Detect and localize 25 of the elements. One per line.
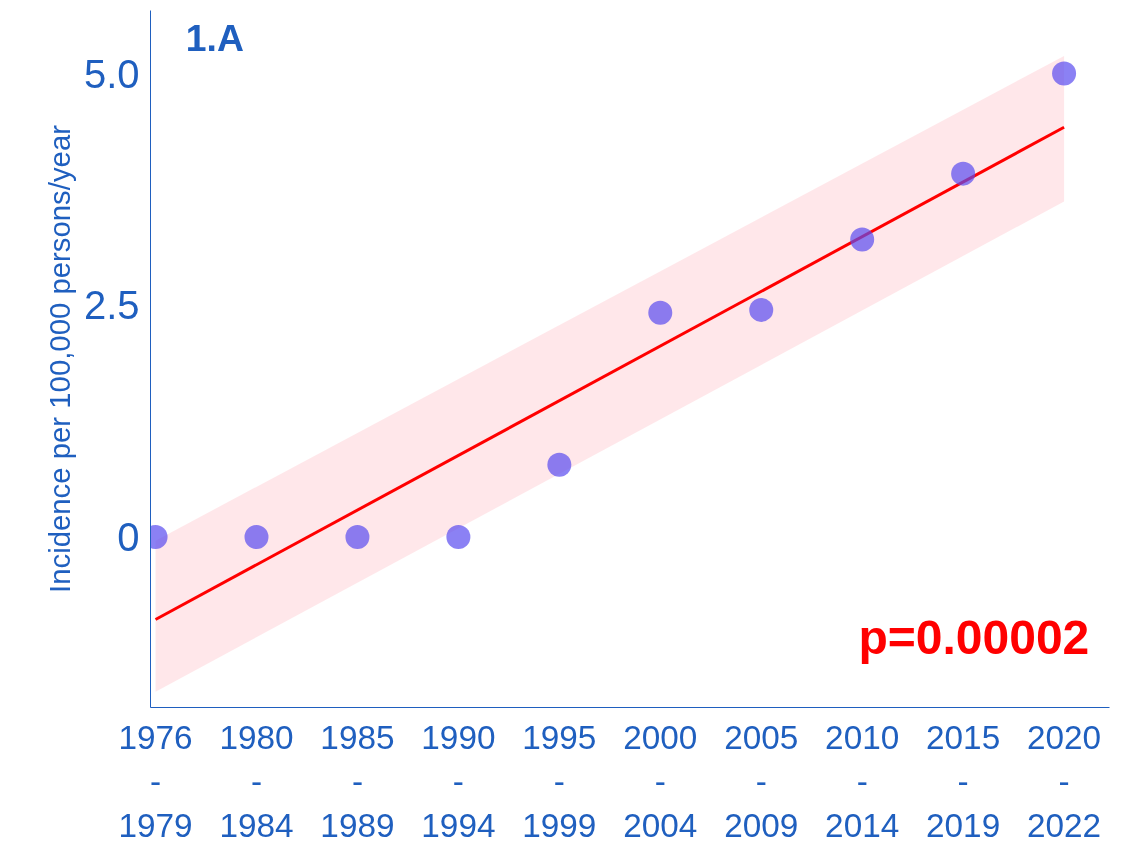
x-tick-label: 1976 - 1979 xyxy=(118,718,193,845)
point xyxy=(547,452,572,477)
x-tick-label: 1995 - 1999 xyxy=(522,718,597,845)
x-tick-label: 2005 - 2009 xyxy=(724,718,799,845)
annotation: 1.A xyxy=(185,17,244,60)
x-tick-label: 1985 - 1989 xyxy=(320,718,395,845)
x-tick-label: 2010 - 2014 xyxy=(825,718,900,845)
point xyxy=(1052,61,1077,86)
x-tick-label: 1980 - 1984 xyxy=(219,718,294,845)
y-tick-label: 0 xyxy=(117,514,140,559)
point xyxy=(345,524,370,549)
x-tick-label: 2000 - 2004 xyxy=(623,718,698,845)
point xyxy=(951,161,976,186)
y-tick-label: 2.5 xyxy=(83,283,140,328)
point xyxy=(648,300,673,325)
x-tick-label: 1990 - 1994 xyxy=(421,718,496,845)
point xyxy=(446,524,471,549)
annotation: p=0.00002 xyxy=(858,611,1090,665)
y-tick-label: 5.0 xyxy=(83,51,140,96)
x-tick-label: 2015 - 2019 xyxy=(926,718,1001,845)
y-axis-title: Incidence per 100,000 persons/year xyxy=(42,124,76,593)
point xyxy=(850,227,875,252)
point xyxy=(244,524,269,549)
point xyxy=(749,297,774,322)
x-tick-label: 2020 - 2022 xyxy=(1027,718,1102,845)
